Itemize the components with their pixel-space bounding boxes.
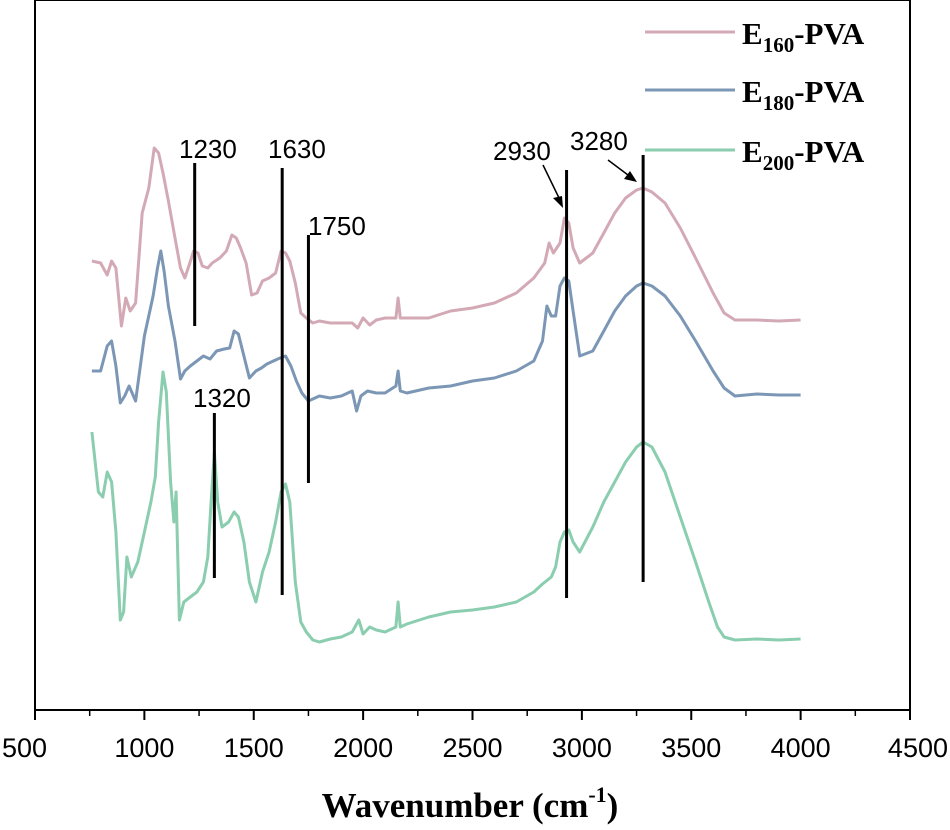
- x-tick-label-2000: 2000: [333, 733, 393, 763]
- x-tick-label-2500: 2500: [442, 733, 502, 763]
- series-line-180: [91, 249, 801, 413]
- annotation-label-2930: 2930: [493, 136, 551, 166]
- x-axis-title: Wavenumber (cm-1): [322, 782, 619, 825]
- x-tick-label-3500: 3500: [661, 733, 721, 763]
- annotation-label-1320: 1320: [193, 383, 251, 413]
- series-layer: [90, 146, 801, 644]
- legend-label-e200: E200-PVA: [742, 134, 865, 175]
- series-line-160: [91, 146, 801, 330]
- x-tick-label-1000: 1000: [114, 733, 174, 763]
- arrow-3280-shaft: [607, 159, 629, 176]
- annotation-label-1630: 1630: [268, 134, 326, 164]
- annotation-label-1750: 1750: [308, 211, 366, 241]
- x-axis-title-close: ): [607, 786, 619, 825]
- annotation-label-3280: 3280: [570, 126, 628, 156]
- arrow-2930-shaft: [542, 164, 561, 201]
- x-tick-label-4500: 4500: [888, 733, 948, 763]
- legend-entry-e180: E180-PVA: [645, 74, 865, 115]
- series-line-200: [90, 370, 801, 644]
- x-tick-label-4000: 4000: [771, 733, 831, 763]
- x-axis-title-main: Wavenumber (cm: [322, 786, 589, 825]
- x-tick-label-3000: 3000: [552, 733, 612, 763]
- legend-label-e160: E160-PVA: [742, 16, 865, 57]
- legend-entry-e200: E200-PVA: [645, 134, 865, 175]
- arrow-2930-head: [553, 196, 563, 208]
- annotation-arrows: [542, 159, 637, 208]
- legend-entry-e160: E160-PVA: [645, 16, 865, 57]
- x-axis-title-sup: -1: [588, 782, 606, 807]
- x-axis-ticks: [34, 710, 911, 720]
- legend: E160-PVA E180-PVA E200-PVA: [645, 16, 865, 175]
- x-tick-label-500: 500: [2, 733, 47, 763]
- x-axis-tick-labels: 500 1000 1500 2000 2500 3000 3500 4000 4500: [2, 733, 948, 763]
- x-tick-label-1500: 1500: [224, 733, 284, 763]
- arrow-3280-head: [624, 171, 637, 182]
- annotation-lines: [193, 155, 645, 598]
- annotation-label-1230: 1230: [179, 134, 237, 164]
- legend-label-e180: E180-PVA: [742, 74, 865, 115]
